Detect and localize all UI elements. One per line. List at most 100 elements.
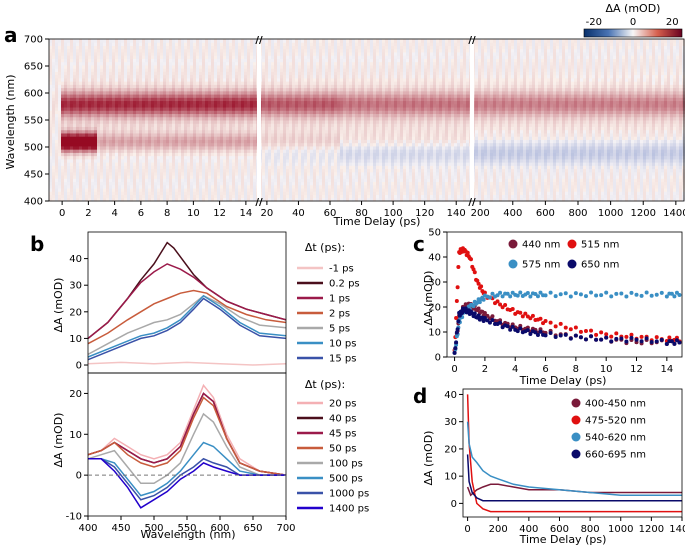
heatmap-cell (124, 123, 128, 127)
heatmap-cell (124, 184, 128, 189)
heatmap-cell (172, 113, 176, 118)
heatmap-cell (253, 120, 257, 124)
heatmap-cell (52, 152, 56, 157)
heatmap-cell (187, 155, 191, 160)
heatmap-cell (208, 116, 212, 121)
heatmap-cell (73, 103, 77, 108)
heatmap-cell (85, 165, 89, 170)
heatmap-cell (109, 171, 113, 176)
heatmap-cell (163, 84, 167, 89)
heatmap-cell (328, 45, 332, 50)
heatmap-cell (181, 171, 185, 176)
heatmap-cell (295, 132, 299, 137)
heatmap-cell (55, 94, 59, 98)
heatmap-cell (316, 194, 320, 199)
heatmap-cell (73, 87, 77, 92)
heatmap-cell (163, 168, 167, 173)
heatmap-cell (235, 129, 239, 134)
heatmap-cell (322, 197, 326, 202)
heatmap-cell (298, 120, 302, 124)
heatmap-cell (112, 171, 116, 176)
heatmap-cell (58, 116, 62, 121)
heatmap-cell (271, 48, 275, 53)
heatmap-cell (157, 68, 161, 72)
heatmap-cell (277, 191, 281, 196)
heatmap-cell (247, 55, 251, 59)
heatmap-cell (211, 61, 215, 66)
heatmap-cell (103, 39, 107, 43)
heatmap-cell (55, 110, 59, 115)
heatmap-cell (139, 175, 143, 179)
heatmap-cell (61, 142, 65, 147)
heatmap-cell (262, 81, 266, 85)
heatmap-cell (202, 165, 206, 170)
heatmap-cell (133, 51, 137, 56)
heatmap-cell (82, 145, 86, 150)
heatmap-cell (64, 184, 68, 189)
heatmap-cell (109, 110, 113, 115)
heatmap-cell (262, 191, 266, 196)
heatmap-cell (229, 129, 233, 134)
heatmap-cell (274, 165, 278, 170)
heatmap-cell (328, 55, 332, 59)
heatmap-cell (325, 84, 329, 89)
heatmap-cell (226, 168, 230, 173)
heatmap-cell (274, 84, 278, 89)
heatmap-cell (100, 158, 104, 163)
heatmap-cell (280, 136, 284, 140)
heatmap-cell (187, 45, 191, 50)
heatmap-cell (244, 184, 248, 189)
heatmap-cell (169, 103, 173, 108)
heatmap-cell (106, 171, 110, 176)
heatmap-cell (163, 191, 167, 196)
heatmap-cell (286, 149, 290, 153)
heatmap-cell (91, 48, 95, 53)
heatmap-cell (301, 158, 305, 163)
heatmap-cell (82, 58, 86, 63)
heatmap-cell (109, 45, 113, 50)
heatmap-cell (79, 48, 83, 53)
heatmap-cell (187, 77, 191, 82)
heatmap-cell (178, 42, 182, 46)
heatmap-cell (319, 165, 323, 170)
heatmap-cell (148, 77, 152, 82)
heatmap-cell (244, 145, 248, 150)
heatmap-cell (235, 51, 239, 56)
heatmap-cell (127, 55, 131, 59)
heatmap-cell (148, 123, 152, 127)
heatmap-cell (91, 139, 95, 144)
heatmap-cell (247, 113, 251, 118)
heatmap-cell (160, 71, 164, 76)
heatmap-cell (331, 194, 335, 199)
heatmap-cell (157, 136, 161, 140)
heatmap-cell (262, 103, 266, 108)
heatmap-cell (262, 129, 266, 134)
heatmap-cell (118, 188, 122, 192)
heatmap-cell (325, 139, 329, 144)
heatmap-cell (316, 120, 320, 124)
heatmap-cell (265, 129, 269, 134)
heatmap-cell (286, 61, 290, 66)
heatmap-cell (187, 123, 191, 127)
heatmap-cell (121, 129, 125, 134)
heatmap-cell (289, 110, 293, 115)
heatmap-cell (202, 191, 206, 196)
heatmap-cell (334, 142, 338, 147)
heatmap-cell (295, 149, 299, 153)
heatmap-cell (217, 61, 221, 66)
heatmap-cell (157, 149, 161, 153)
heatmap-cell (337, 184, 341, 189)
heatmap-cell (214, 165, 218, 170)
heatmap-cell (193, 77, 197, 82)
heatmap-cell (310, 116, 314, 121)
heatmap-cell (301, 152, 305, 157)
heatmap-cell (304, 149, 308, 153)
heatmap-cell (64, 197, 68, 202)
heatmap-cell (247, 165, 251, 170)
heatmap-cell (55, 165, 59, 170)
heatmap-cell (208, 194, 212, 199)
heatmap-cell (214, 94, 218, 98)
heatmap-cell (94, 139, 98, 144)
heatmap-cell (121, 103, 125, 108)
heatmap-cell (328, 152, 332, 157)
